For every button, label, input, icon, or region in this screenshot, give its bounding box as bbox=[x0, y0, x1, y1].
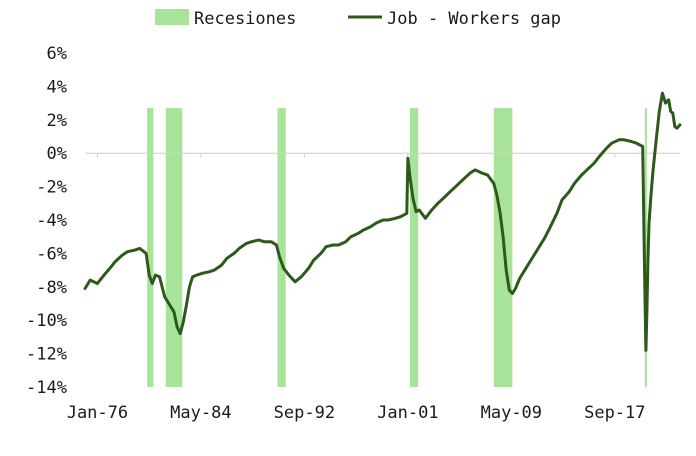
x-tick-label: May-09 bbox=[481, 403, 542, 423]
recession-band-2 bbox=[165, 108, 183, 388]
y-tick-label: -6% bbox=[36, 244, 67, 264]
recession-bands bbox=[147, 108, 647, 388]
recession-band-4 bbox=[409, 108, 419, 388]
y-tick-label: -10% bbox=[26, 311, 67, 331]
y-tick-label: 6% bbox=[47, 44, 67, 64]
series-line-job-workers-gap bbox=[83, 91, 682, 352]
recession-band-3 bbox=[277, 108, 286, 388]
legend-label-recesiones: Recesiones bbox=[194, 9, 296, 29]
y-tick-labels: 6% 4% 2% 0% -2% -4% -6% -8% -10% -12% -14% bbox=[26, 44, 67, 398]
x-tick-label: Sep-17 bbox=[584, 403, 645, 423]
y-tick-label: 2% bbox=[47, 111, 67, 131]
legend: Recesiones Job - Workers gap bbox=[155, 9, 561, 29]
y-tick-label: 4% bbox=[47, 77, 67, 97]
y-tick-label: -4% bbox=[36, 211, 67, 231]
x-tick-label: Sep-92 bbox=[274, 403, 335, 423]
x-tick-label: Jan-01 bbox=[377, 403, 438, 423]
legend-swatch-recesiones bbox=[155, 9, 189, 25]
y-tick-label: -12% bbox=[26, 345, 67, 365]
y-tick-label: -8% bbox=[36, 278, 67, 298]
y-tick-label: -14% bbox=[26, 378, 67, 398]
axes bbox=[85, 152, 680, 158]
series bbox=[83, 91, 682, 352]
y-tick-label: -2% bbox=[36, 178, 67, 198]
y-tick-label: 0% bbox=[47, 144, 67, 164]
x-tick-label: May-84 bbox=[170, 403, 231, 423]
recession-band-1 bbox=[147, 108, 154, 388]
recession-band-6 bbox=[644, 108, 647, 388]
x-tick-label: Jan-76 bbox=[67, 403, 128, 423]
legend-label-job-workers-gap: Job - Workers gap bbox=[387, 9, 561, 29]
x-tick-labels: Jan-76 May-84 Sep-92 Jan-01 May-09 Sep-17 bbox=[67, 403, 646, 423]
